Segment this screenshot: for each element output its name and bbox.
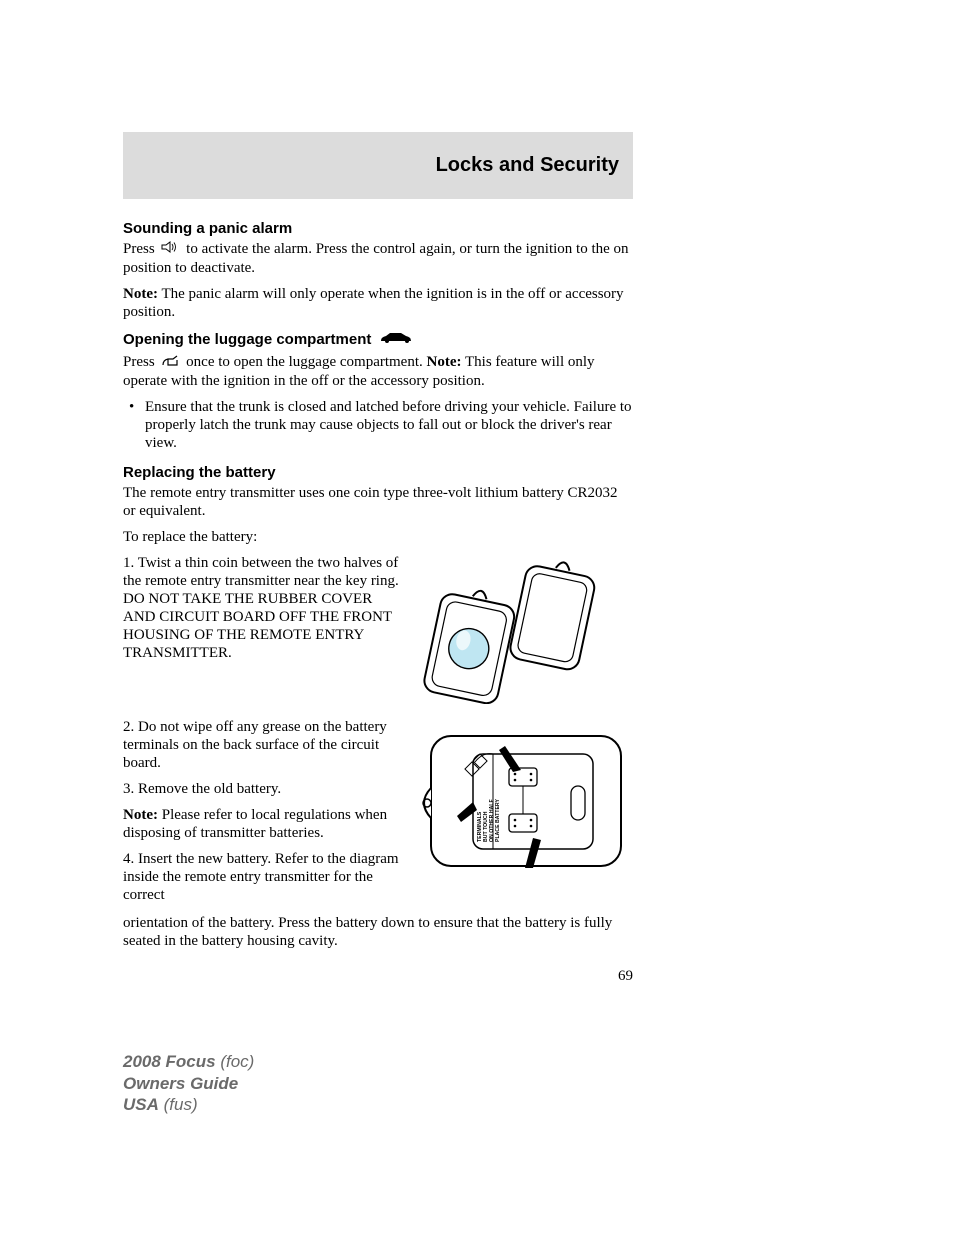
panic-p1: Press to activate the alarm. Press the c… — [123, 240, 633, 277]
diagram-label-2: ON OTHER HALF — [489, 799, 495, 842]
diagram-label-3: BUT TOUCH — [483, 811, 489, 842]
keyfob-split-diagram — [413, 554, 633, 704]
battery-step1: 1. Twist a thin coin between the two hal… — [123, 554, 399, 662]
panic-p1a: Press — [123, 241, 158, 257]
luggage-p1: Press once to open the luggage compartme… — [123, 353, 633, 390]
panic-note-bold: Note: — [123, 286, 158, 302]
battery-note-rest: Please refer to local regulations when d… — [123, 807, 387, 841]
footer-block: 2008 Focus (foc) Owners Guide USA (fus) — [123, 1051, 254, 1115]
footer-line1: 2008 Focus (foc) — [123, 1051, 254, 1072]
battery-note: Note: Please refer to local regulations … — [123, 806, 399, 842]
heading-luggage-row: Opening the luggage compartment — [123, 329, 633, 350]
heading-luggage: Opening the luggage compartment — [123, 331, 371, 348]
section-header-title: Locks and Security — [436, 154, 619, 177]
luggage-p1a: Press — [123, 354, 158, 370]
footer-code2: (fus) — [159, 1095, 198, 1114]
panic-p1b: to activate the alarm. Press the control… — [123, 241, 629, 276]
heading-battery: Replacing the battery — [123, 464, 633, 481]
diagram-label-4: TERMINALS — [477, 811, 483, 842]
luggage-p1b: once to open the luggage compartment. — [186, 354, 426, 370]
page-content: Sounding a panic alarm Press to activate… — [123, 220, 633, 985]
alarm-sound-icon — [160, 240, 180, 259]
footer-model: 2008 Focus — [123, 1052, 216, 1071]
battery-step2: 2. Do not wipe off any grease on the bat… — [123, 718, 399, 772]
panic-note-rest: The panic alarm will only operate when t… — [123, 286, 624, 320]
battery-note-bold: Note: — [123, 807, 158, 823]
heading-panic-alarm: Sounding a panic alarm — [123, 220, 633, 237]
battery-step4a: 4. Insert the new battery. Refer to the … — [123, 850, 399, 904]
battery-steps-2-4-row: 2. Do not wipe off any grease on the bat… — [123, 718, 633, 904]
battery-step3: 3. Remove the old battery. — [123, 780, 399, 798]
footer-code1: (foc) — [216, 1052, 255, 1071]
battery-p1: The remote entry transmitter uses one co… — [123, 484, 633, 520]
page-number: 69 — [123, 968, 633, 985]
luggage-bullet: Ensure that the trunk is closed and latc… — [123, 398, 633, 452]
luggage-note-bold: Note: — [427, 354, 462, 370]
footer-region: USA — [123, 1095, 159, 1114]
car-silhouette-icon — [379, 329, 413, 350]
footer-line2: Owners Guide — [123, 1073, 254, 1094]
battery-p2: To replace the battery: — [123, 528, 633, 546]
keyfob-internal-diagram: PLACE BATTERY ON OTHER HALF BUT TOUCH TE… — [413, 718, 633, 888]
battery-step1-row: 1. Twist a thin coin between the two hal… — [123, 554, 633, 704]
manual-page: Locks and Security Sounding a panic alar… — [0, 0, 954, 1235]
section-header-band: Locks and Security — [123, 132, 633, 199]
battery-step4b: orientation of the battery. Press the ba… — [123, 914, 633, 950]
footer-line3: USA (fus) — [123, 1094, 254, 1115]
trunk-open-icon — [160, 353, 180, 372]
diagram-label-1: PLACE BATTERY — [495, 799, 501, 842]
panic-note: Note: The panic alarm will only operate … — [123, 285, 633, 321]
